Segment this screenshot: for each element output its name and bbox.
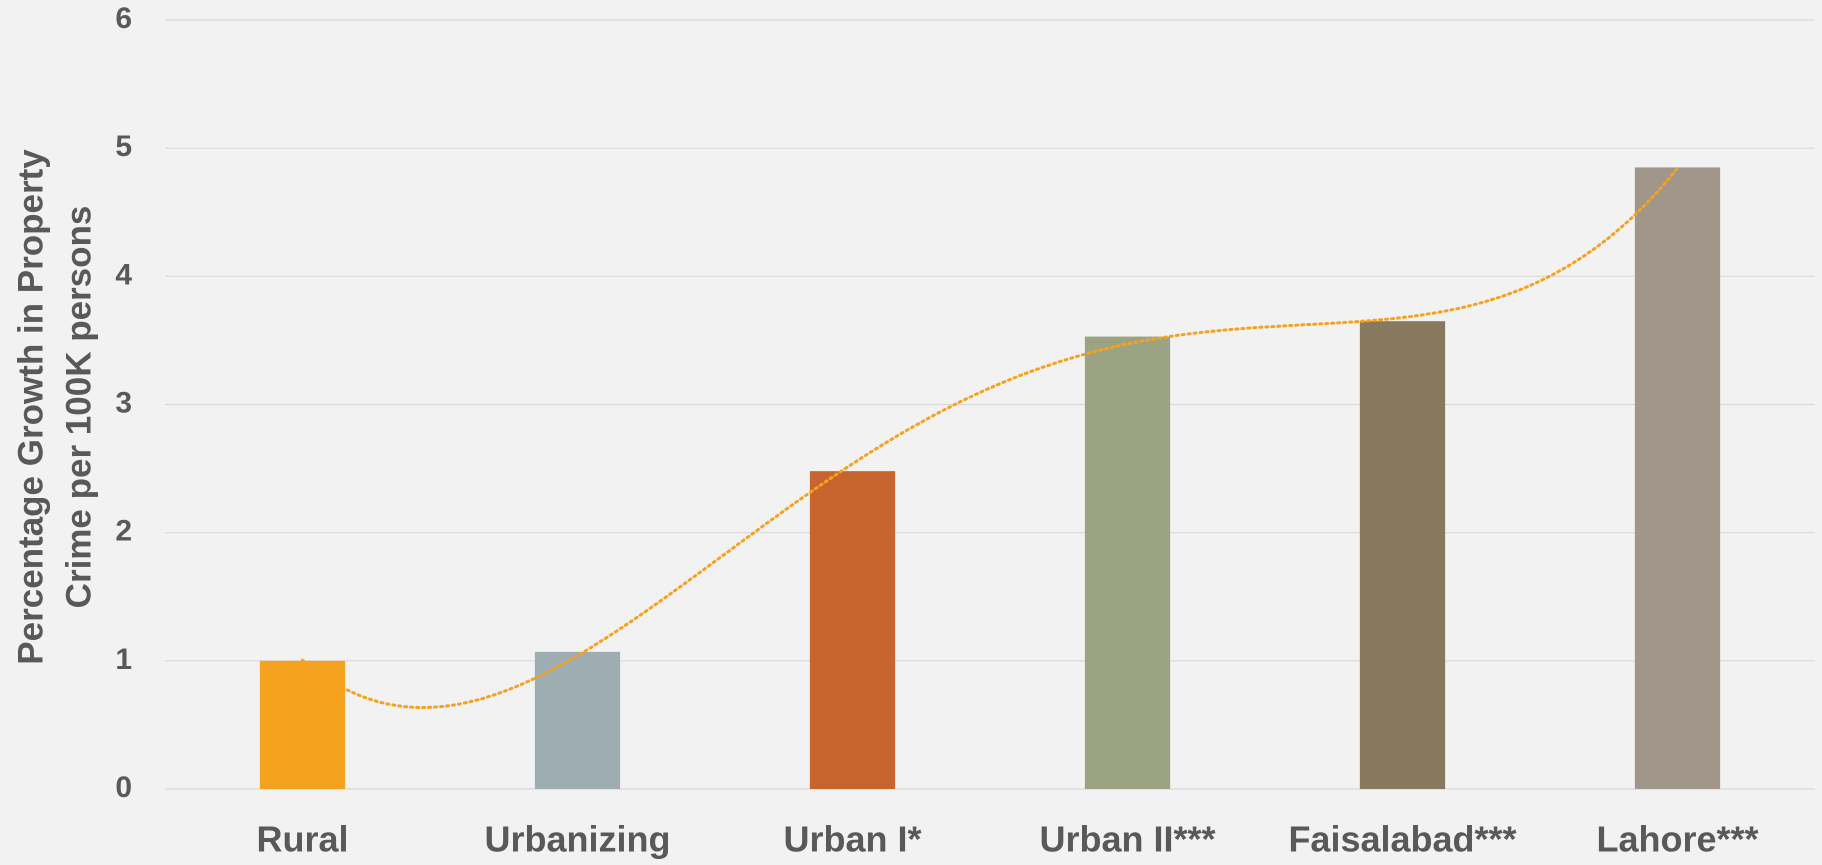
y-tick-label: 3 — [115, 386, 132, 419]
trendline — [301, 166, 1679, 709]
bar — [1634, 167, 1721, 789]
y-axis-label-line: Crime per 100K persons — [59, 206, 98, 609]
x-tick-label: Faisalabad*** — [1288, 819, 1516, 860]
y-axis-label: Percentage Growth in Property Crime per … — [11, 149, 98, 665]
y-tick-label: 6 — [115, 2, 132, 35]
x-tick-label: Urban I* — [783, 819, 921, 860]
y-tick-label: 5 — [115, 130, 132, 163]
x-tick-label: Lahore*** — [1596, 819, 1758, 860]
x-tick-label: Rural — [256, 819, 348, 860]
y-tick-label: 4 — [115, 258, 132, 291]
y-tick-label: 1 — [115, 643, 132, 676]
bar — [809, 471, 896, 789]
x-tick-label: Urbanizing — [485, 819, 671, 860]
y-tick-label: 0 — [115, 771, 132, 804]
bar — [1084, 336, 1171, 789]
bar — [1359, 321, 1446, 789]
y-tick-label: 2 — [115, 515, 132, 548]
bar — [534, 651, 621, 789]
x-tick-label: Urban II*** — [1039, 819, 1215, 860]
y-axis-label-line: Percentage Growth in Property — [11, 149, 50, 665]
